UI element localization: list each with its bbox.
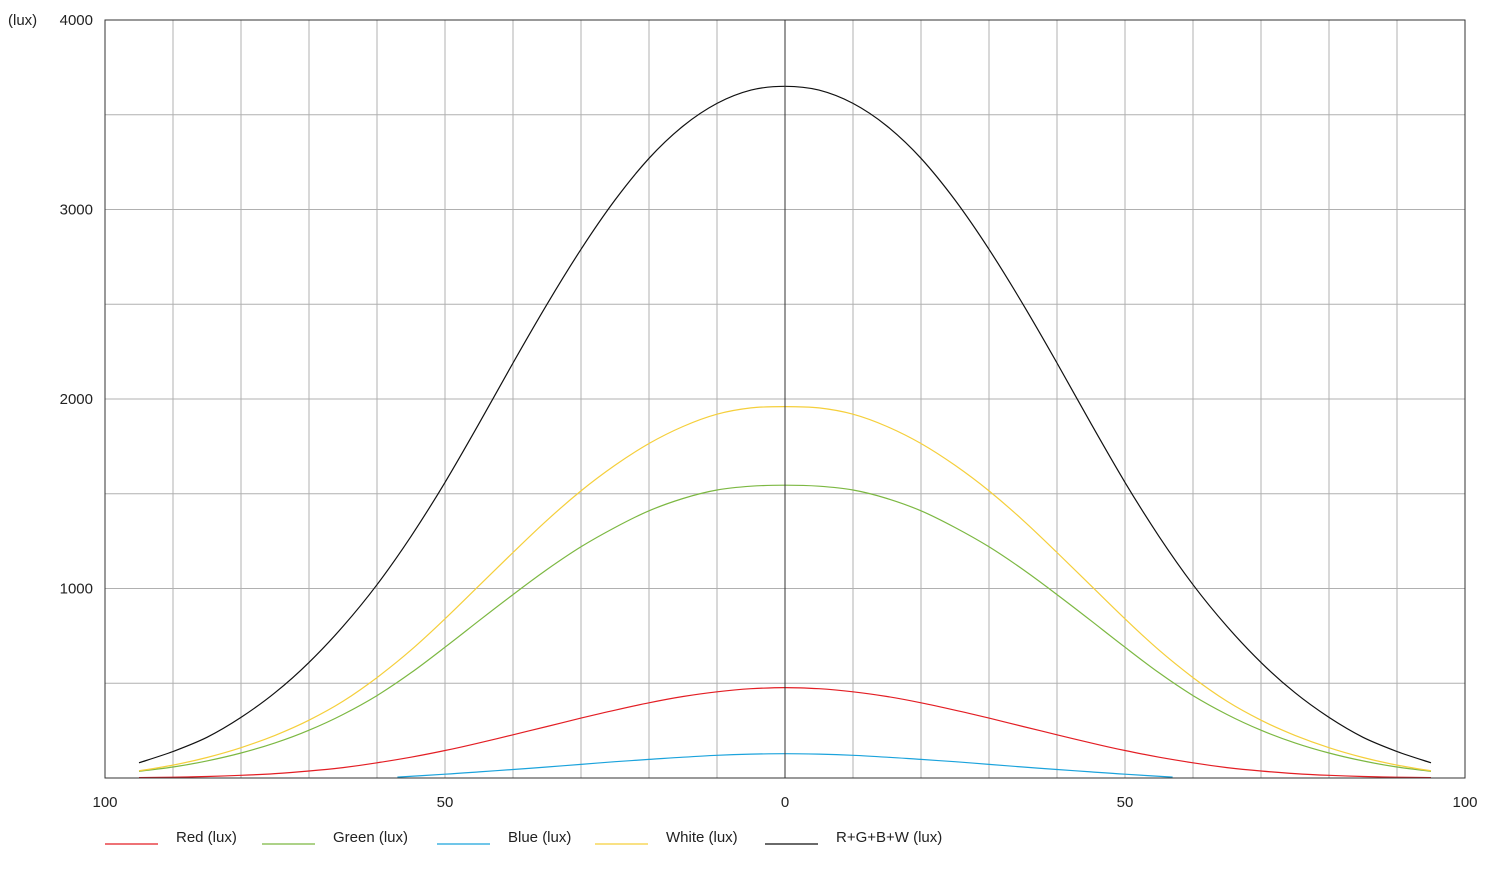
legend-item-white-lux: White (lux): [595, 829, 738, 846]
y-tick-label: 1000: [60, 581, 93, 598]
y-tick-label: 4000: [60, 12, 93, 29]
legend-label: R+G+B+W (lux): [836, 829, 942, 846]
legend-label: White (lux): [666, 829, 738, 846]
legend-label: Green (lux): [333, 829, 408, 846]
x-tick-label: 50: [1117, 794, 1134, 811]
y-axis-label: (lux): [8, 12, 37, 29]
legend-item-blue-lux: Blue (lux): [437, 829, 571, 846]
x-tick-label: 100: [1452, 794, 1477, 811]
legend-item-red-lux: Red (lux): [105, 829, 237, 846]
y-tick-label: 2000: [60, 391, 93, 408]
legend: Red (lux) Green (lux) Blue (lux) White (lux…: [105, 829, 942, 846]
x-tick-label: 50: [437, 794, 454, 811]
legend-label: Blue (lux): [508, 829, 571, 846]
x-tick-label: 0: [781, 794, 789, 811]
x-tick-label: 100: [92, 794, 117, 811]
legend-label: Red (lux): [176, 829, 237, 846]
axes: [104, 19, 1466, 779]
legend-item-r-g-b-w-lux: R+G+B+W (lux): [765, 829, 942, 846]
y-tick-label: 3000: [60, 202, 93, 219]
tick-labels: 100 50 0 50 100 1000 2000 3000 4000: [60, 12, 1478, 811]
legend-item-green-lux: Green (lux): [262, 829, 408, 846]
